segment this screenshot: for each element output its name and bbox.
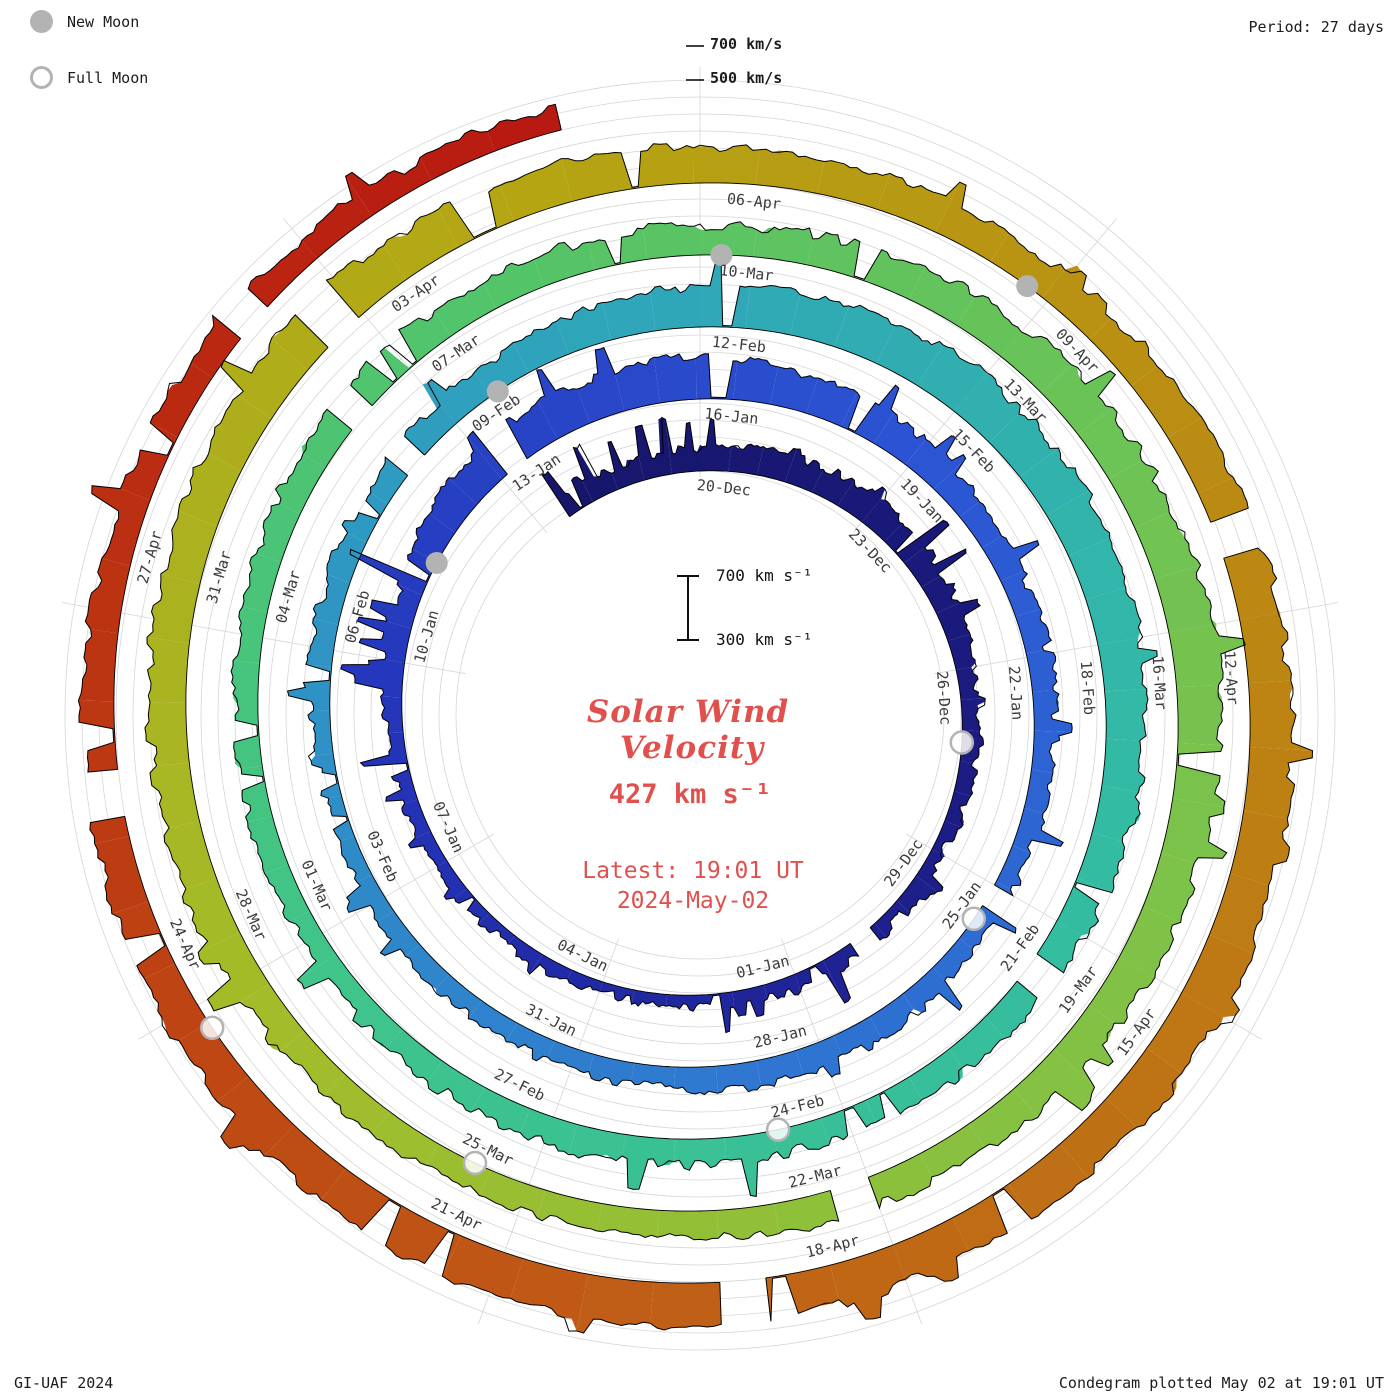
new-moon-marker (1016, 275, 1039, 298)
date-label: 22-Jan (1005, 665, 1027, 720)
date-label: 10-Mar (719, 261, 775, 285)
date-label: 28-Jan (752, 1021, 809, 1052)
full-moon-marker (199, 1015, 225, 1041)
latest-date: 2024-May-02 (616, 888, 770, 914)
moon-markers (199, 244, 1039, 1176)
center-scale-bottom-label: 300 km s⁻¹ (716, 630, 813, 649)
outer-scale-ticks (686, 45, 704, 81)
spiral-baseline (113, 129, 1251, 1284)
date-label: 01-Jan (734, 952, 791, 983)
date-label: 21-Feb (997, 920, 1043, 974)
full-moon-icon (30, 66, 53, 89)
outer-scale-700: 700 km/s (710, 35, 783, 53)
spiral-bands (78, 104, 1313, 1334)
new-moon-icon (30, 10, 53, 33)
new-moon-marker (710, 244, 733, 266)
date-label: 16-Mar (1149, 655, 1171, 710)
date-label: 18-Feb (1077, 660, 1099, 715)
date-label: 16-Jan (704, 404, 760, 428)
new-moon-marker (425, 552, 448, 574)
legend-full-moon: Full Moon (30, 66, 148, 89)
center-scale-top-label: 700 km s⁻¹ (716, 566, 813, 585)
chart-title-line1: Solar Wind (586, 694, 790, 730)
full-moon-marker (765, 1117, 791, 1142)
date-label: 12-Apr (1220, 650, 1242, 705)
full-moon-marker (949, 730, 975, 755)
period-label: Period: 27 days (1248, 18, 1384, 36)
date-label: 06-Apr (726, 190, 782, 214)
date-label: 26-Dec (933, 670, 955, 725)
date-label: 12-Feb (711, 333, 767, 357)
full-moon-marker (462, 1150, 488, 1176)
legend-new-moon-label: New Moon (67, 12, 140, 31)
date-label: 20-Dec (696, 476, 752, 500)
full-moon-marker (961, 906, 987, 932)
chart-title-line2: Velocity (619, 730, 765, 766)
date-label: 04-Mar (272, 568, 304, 625)
new-moon-marker (486, 380, 509, 403)
legend-full-moon-label: Full Moon (67, 68, 149, 87)
latest-time: Latest: 19:01 UT (582, 858, 804, 884)
credit-label: GI-UAF 2024 (14, 1374, 114, 1392)
legend-new-moon: New Moon (30, 10, 139, 33)
date-label: 31-Mar (203, 549, 235, 606)
outer-scale-500: 500 km/s (710, 69, 783, 87)
center-scale-bar (677, 575, 699, 641)
current-velocity: 427 km s⁻¹ (608, 779, 772, 810)
velocity-profile (77, 103, 1314, 1334)
plotted-label: Condegram plotted May 02 at 19:01 UT (1058, 1374, 1384, 1392)
date-label: 18-Apr (804, 1231, 861, 1262)
